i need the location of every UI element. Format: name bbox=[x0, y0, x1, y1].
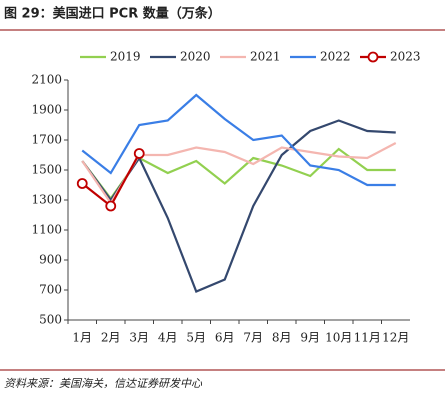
x-tick-label: 11月 bbox=[354, 331, 381, 345]
x-tick-label: 6月 bbox=[215, 331, 235, 345]
series-line bbox=[81, 93, 396, 187]
x-tick-label: 5月 bbox=[186, 331, 206, 345]
x-tick-label: 7月 bbox=[243, 331, 263, 345]
y-tick-label: 1500 bbox=[31, 163, 62, 177]
x-tick-label: 12月 bbox=[382, 331, 409, 345]
point bbox=[105, 200, 117, 212]
x-tick-label: 8月 bbox=[272, 331, 292, 345]
legend-label: 2021 bbox=[250, 50, 281, 64]
x-tick-label: 9月 bbox=[300, 331, 320, 345]
x-tick-label: 1月 bbox=[72, 331, 92, 345]
x-tick-label: 4月 bbox=[158, 331, 178, 345]
y-tick-label: 1700 bbox=[31, 133, 62, 147]
legend-label: 2019 bbox=[110, 50, 141, 64]
chart-title: 图 29：美国进口 PCR 数量（万条） bbox=[4, 6, 221, 22]
legend-marker bbox=[367, 51, 379, 63]
x-tick-label: 3月 bbox=[129, 331, 149, 345]
x-tick-label: 2月 bbox=[101, 331, 121, 345]
point bbox=[76, 178, 88, 189]
y-tick-label: 900 bbox=[39, 253, 62, 267]
x-tick-label: 10月 bbox=[325, 331, 352, 345]
legend-label: 2020 bbox=[180, 50, 211, 64]
legend-label: 2022 bbox=[320, 50, 351, 64]
y-tick-label: 500 bbox=[39, 313, 62, 327]
legend-label: 2023 bbox=[390, 50, 421, 64]
y-tick-label: 1300 bbox=[31, 193, 62, 207]
point bbox=[133, 148, 145, 159]
y-tick-label: 700 bbox=[39, 283, 62, 297]
series-line bbox=[81, 119, 396, 293]
y-tick-label: 1900 bbox=[31, 103, 62, 117]
y-tick-label: 2100 bbox=[31, 73, 62, 87]
y-tick-label: 1100 bbox=[31, 223, 62, 237]
source: 资料来源：美国海关，信达证券研发中心 bbox=[4, 377, 203, 390]
